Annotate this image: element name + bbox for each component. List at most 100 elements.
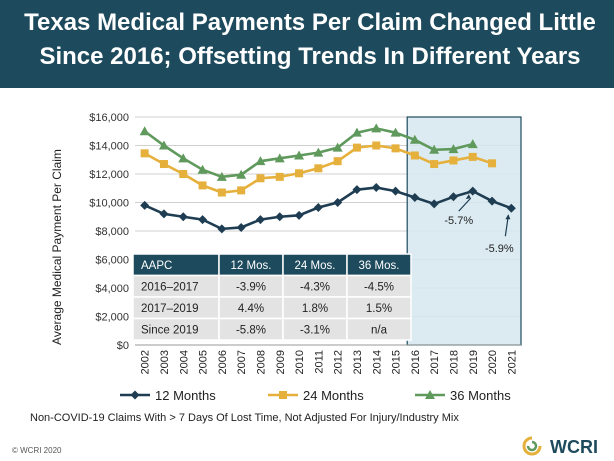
point-s24 — [352, 143, 361, 152]
point-s12 — [391, 186, 401, 196]
y-tick-label: $2,000 — [95, 312, 129, 324]
point-s12 — [352, 185, 362, 195]
point-s12 — [468, 186, 478, 196]
copyright: © WCRI 2020 — [12, 446, 62, 455]
point-s36 — [429, 144, 440, 154]
legend-label: 36 Months — [450, 388, 511, 403]
point-s36 — [216, 171, 227, 181]
y-tick-label: $12,000 — [89, 169, 129, 181]
point-s12 — [159, 209, 169, 219]
table-cell: -4.3% — [300, 282, 330, 294]
point-s36 — [351, 127, 362, 137]
point-s12 — [217, 224, 227, 234]
annotation-arrowhead — [465, 194, 471, 200]
point-s12 — [255, 215, 265, 225]
point-s12 — [198, 215, 208, 225]
x-tick-label: 2015 — [391, 350, 403, 374]
point-s12 — [140, 200, 150, 210]
table-cell: -4.5% — [364, 282, 394, 294]
point-s24 — [295, 169, 304, 178]
point-s24 — [217, 188, 226, 197]
point-s24 — [430, 160, 439, 169]
footnote: Non-COVID-19 Claims With > 7 Days Of Los… — [30, 412, 459, 424]
page-title: Texas Medical Payments Per Claim Changed… — [12, 6, 608, 74]
x-tick-label: 2013 — [352, 350, 364, 374]
point-s36 — [467, 139, 478, 149]
legend-marker — [130, 390, 140, 400]
point-s24 — [237, 186, 246, 195]
x-tick-label: 2002 — [140, 350, 152, 374]
point-s12 — [294, 210, 304, 220]
annotation-arrow — [458, 197, 472, 212]
legend-marker — [279, 391, 287, 399]
point-s24 — [179, 170, 188, 178]
x-tick-label: 2003 — [159, 350, 171, 374]
table-header-text: 36 Mos. — [359, 260, 400, 272]
point-s12 — [333, 198, 343, 207]
y-tick-label: $6,000 — [95, 255, 129, 267]
legend-label: 12 Months — [155, 388, 216, 403]
point-s24 — [275, 172, 284, 181]
point-s36 — [139, 126, 150, 136]
line-chart: $0 $2,000 $4,000 $6,000 $8,000 $10,000 $12,000… — [50, 112, 522, 403]
point-s36 — [409, 134, 420, 144]
x-tick-label: 2008 — [255, 350, 267, 374]
point-s24 — [256, 174, 265, 183]
point-s24 — [468, 152, 477, 161]
x-tick-label: 2005 — [198, 350, 210, 374]
point-s12 — [313, 202, 323, 212]
annotation-arrowhead — [505, 214, 511, 220]
point-s36 — [274, 153, 285, 163]
point-s36 — [255, 156, 266, 166]
table-cell: 2017–2019 — [141, 303, 199, 315]
point-s24 — [488, 159, 497, 168]
point-s12 — [448, 192, 458, 202]
table-cell-bg — [346, 317, 412, 341]
point-s24 — [198, 181, 207, 190]
legend-label: 24 Months — [303, 388, 364, 403]
table-header-text: 12 Mos. — [231, 260, 272, 272]
x-tick-label: 2018 — [448, 350, 460, 374]
table-cell: Since 2019 — [141, 325, 199, 337]
table-header-text: AAPC — [141, 260, 172, 272]
point-s36 — [236, 169, 247, 179]
point-s24 — [140, 149, 149, 158]
table-cell: 1.5% — [366, 303, 392, 315]
table-cell: -3.1% — [300, 325, 330, 337]
point-s36 — [332, 142, 343, 152]
table-cell: 2016–2017 — [141, 282, 199, 294]
point-s24 — [333, 157, 342, 166]
table-header-text: 24 Mos. — [295, 260, 336, 272]
point-s12 — [487, 196, 497, 206]
point-s12 — [506, 203, 516, 213]
logo-text: WCRI — [550, 437, 598, 457]
x-tick-label: 2007 — [236, 350, 248, 374]
point-s24 — [314, 164, 323, 173]
point-s12 — [178, 212, 188, 222]
point-s36 — [371, 123, 382, 133]
y-tick-label: $8,000 — [95, 226, 129, 238]
point-s12 — [236, 222, 246, 232]
point-s24 — [159, 160, 168, 169]
point-s36 — [448, 144, 459, 154]
y-tick-label: $16,000 — [89, 112, 129, 124]
point-s12 — [275, 212, 285, 222]
x-tick-label: 2010 — [294, 350, 306, 374]
point-s12 — [371, 183, 381, 193]
x-tick-label: 2004 — [178, 350, 190, 374]
point-s24 — [410, 151, 419, 160]
x-tick-label: 2020 — [487, 350, 499, 374]
point-s12 — [429, 199, 439, 209]
x-tick-label: 2017 — [429, 350, 441, 374]
x-tick-label: 2011 — [313, 350, 325, 374]
point-s36 — [197, 164, 208, 174]
annotation-label: -5.9% — [485, 243, 514, 255]
point-s12 — [410, 193, 420, 203]
x-tick-label: 2016 — [410, 350, 422, 374]
point-s36 — [313, 147, 324, 157]
point-s24 — [449, 156, 458, 165]
table-cell: -5.8% — [236, 325, 266, 337]
y-tick-label: $0 — [117, 340, 129, 352]
annotation-label: -5.7% — [444, 215, 473, 227]
y-tick-label: $4,000 — [95, 283, 129, 295]
